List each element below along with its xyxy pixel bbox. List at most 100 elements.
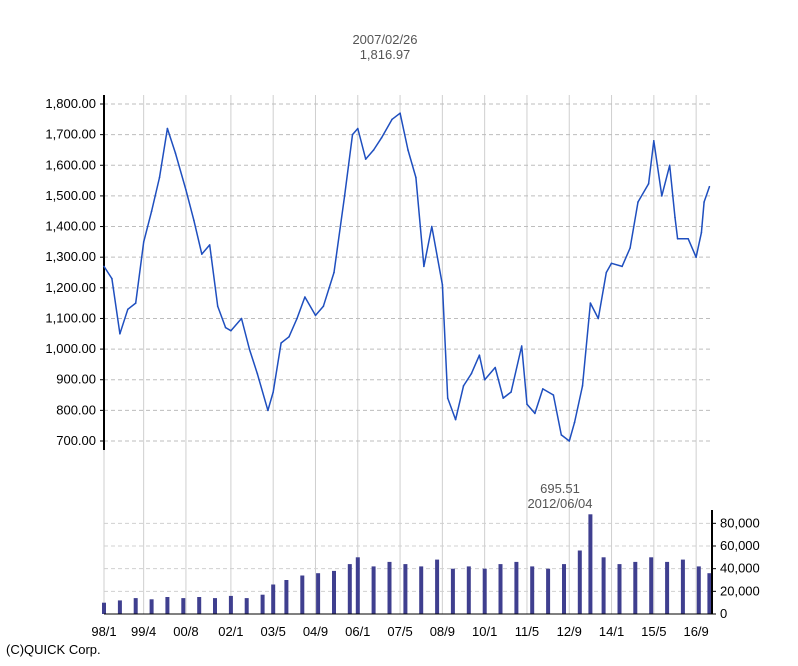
x-tick-label: 16/9 (683, 624, 708, 639)
volume-bar (696, 566, 701, 614)
volume-bar (355, 557, 360, 614)
x-tick-label: 02/1 (218, 624, 243, 639)
volume-bar (435, 559, 440, 614)
volume-y-tick-label: 20,000 (720, 583, 760, 598)
volume-bar (403, 564, 408, 614)
price-point (629, 247, 631, 249)
x-tick-label: 04/9 (303, 624, 328, 639)
volume-bar (371, 566, 376, 614)
price-point (230, 329, 232, 332)
volume-bar (617, 564, 622, 614)
price-y-tick-label: 1,200.00 (45, 280, 96, 295)
price-point (280, 342, 282, 344)
price-point (127, 308, 129, 311)
volume-bar (102, 602, 106, 614)
volume-y-tick-label: 40,000 (720, 561, 760, 576)
volume-bar (707, 573, 712, 614)
price-y-tick-label: 1,400.00 (45, 219, 96, 234)
price-y-tick-label: 1,600.00 (45, 157, 96, 172)
x-tick-label: 15/5 (641, 624, 666, 639)
volume-bar (562, 564, 566, 614)
volume-bar (577, 550, 582, 614)
price-y-tick-label: 1,100.00 (45, 310, 96, 325)
price-point (647, 182, 650, 185)
price-point (653, 140, 655, 142)
price-point (534, 412, 536, 415)
price-point (621, 265, 623, 268)
price-point (494, 366, 497, 369)
price-point (423, 265, 425, 268)
price-point (589, 302, 592, 304)
price-line-series (103, 112, 711, 442)
price-point (552, 394, 555, 396)
price-point (478, 354, 481, 357)
price-point (676, 238, 679, 240)
volume-bar (498, 564, 503, 614)
annotation-high-value: 1,816.97 (359, 47, 411, 62)
volume-bar (530, 566, 535, 614)
volume-bar (149, 599, 154, 614)
volume-bars (102, 514, 712, 614)
annotation-low-date: 2012/06/04 (527, 496, 593, 511)
price-axis: 700.00 800.00 900.00 1,000.00 1,100.00 1,200.… (45, 95, 105, 450)
price-point (510, 391, 512, 393)
volume-bar (387, 561, 392, 614)
x-tick-label: 12/9 (557, 624, 582, 639)
price-point (158, 176, 161, 179)
price-point (399, 112, 401, 114)
volume-bar (181, 598, 186, 614)
price-point (431, 225, 433, 228)
volume-y-tick-label: 80,000 (720, 515, 760, 530)
annotation-high-date: 2007/02/26 (352, 32, 418, 47)
price-point (208, 244, 211, 246)
price-y-tick-label: 1,700.00 (45, 127, 96, 142)
x-tick-label: 07/5 (387, 624, 412, 639)
price-point (391, 118, 393, 121)
price-point (343, 195, 346, 197)
price-point (240, 317, 243, 320)
price-point (111, 277, 113, 280)
volume-bar (347, 564, 352, 614)
price-y-tick-label: 1,500.00 (45, 188, 96, 203)
volume-bar (633, 561, 638, 614)
price-y-tick-label: 1,800.00 (45, 96, 96, 111)
price-y-tick-label: 1,000.00 (45, 341, 96, 356)
volume-bar (284, 580, 289, 614)
price-point (446, 397, 449, 399)
price-point (674, 216, 676, 219)
volume-bar (649, 557, 654, 614)
price-point (201, 253, 203, 255)
price-point (216, 305, 219, 308)
price-point (470, 372, 473, 375)
x-tick-label: 99/4 (131, 624, 156, 639)
price-point (256, 372, 259, 375)
price-point (695, 256, 697, 259)
price-point (304, 296, 306, 298)
price-point (322, 305, 325, 308)
volume-y-tick-label: 0 (720, 606, 727, 621)
volume-bar (117, 600, 122, 614)
volume-bar (165, 597, 170, 614)
volume-bar (244, 598, 249, 614)
volume-bar (546, 568, 551, 614)
x-tick-label: 98/1 (91, 624, 116, 639)
price-point (119, 333, 121, 335)
volume-bar (228, 595, 233, 614)
price-point (708, 185, 711, 188)
price-point (103, 265, 105, 268)
price-point (581, 385, 584, 387)
price-point (637, 201, 639, 203)
x-tick-label: 03/5 (261, 624, 286, 639)
volume-bar (482, 568, 487, 614)
price-point (142, 241, 145, 243)
x-tick-label: 14/1 (599, 624, 624, 639)
price-point (573, 421, 576, 424)
price-point (267, 409, 269, 412)
price-point (224, 326, 227, 329)
volume-bar (466, 566, 471, 614)
price-point (364, 158, 367, 160)
x-tick-label: 00/8 (173, 624, 198, 639)
price-point (272, 391, 275, 393)
price-point (568, 440, 571, 442)
volume-bar (260, 594, 265, 614)
